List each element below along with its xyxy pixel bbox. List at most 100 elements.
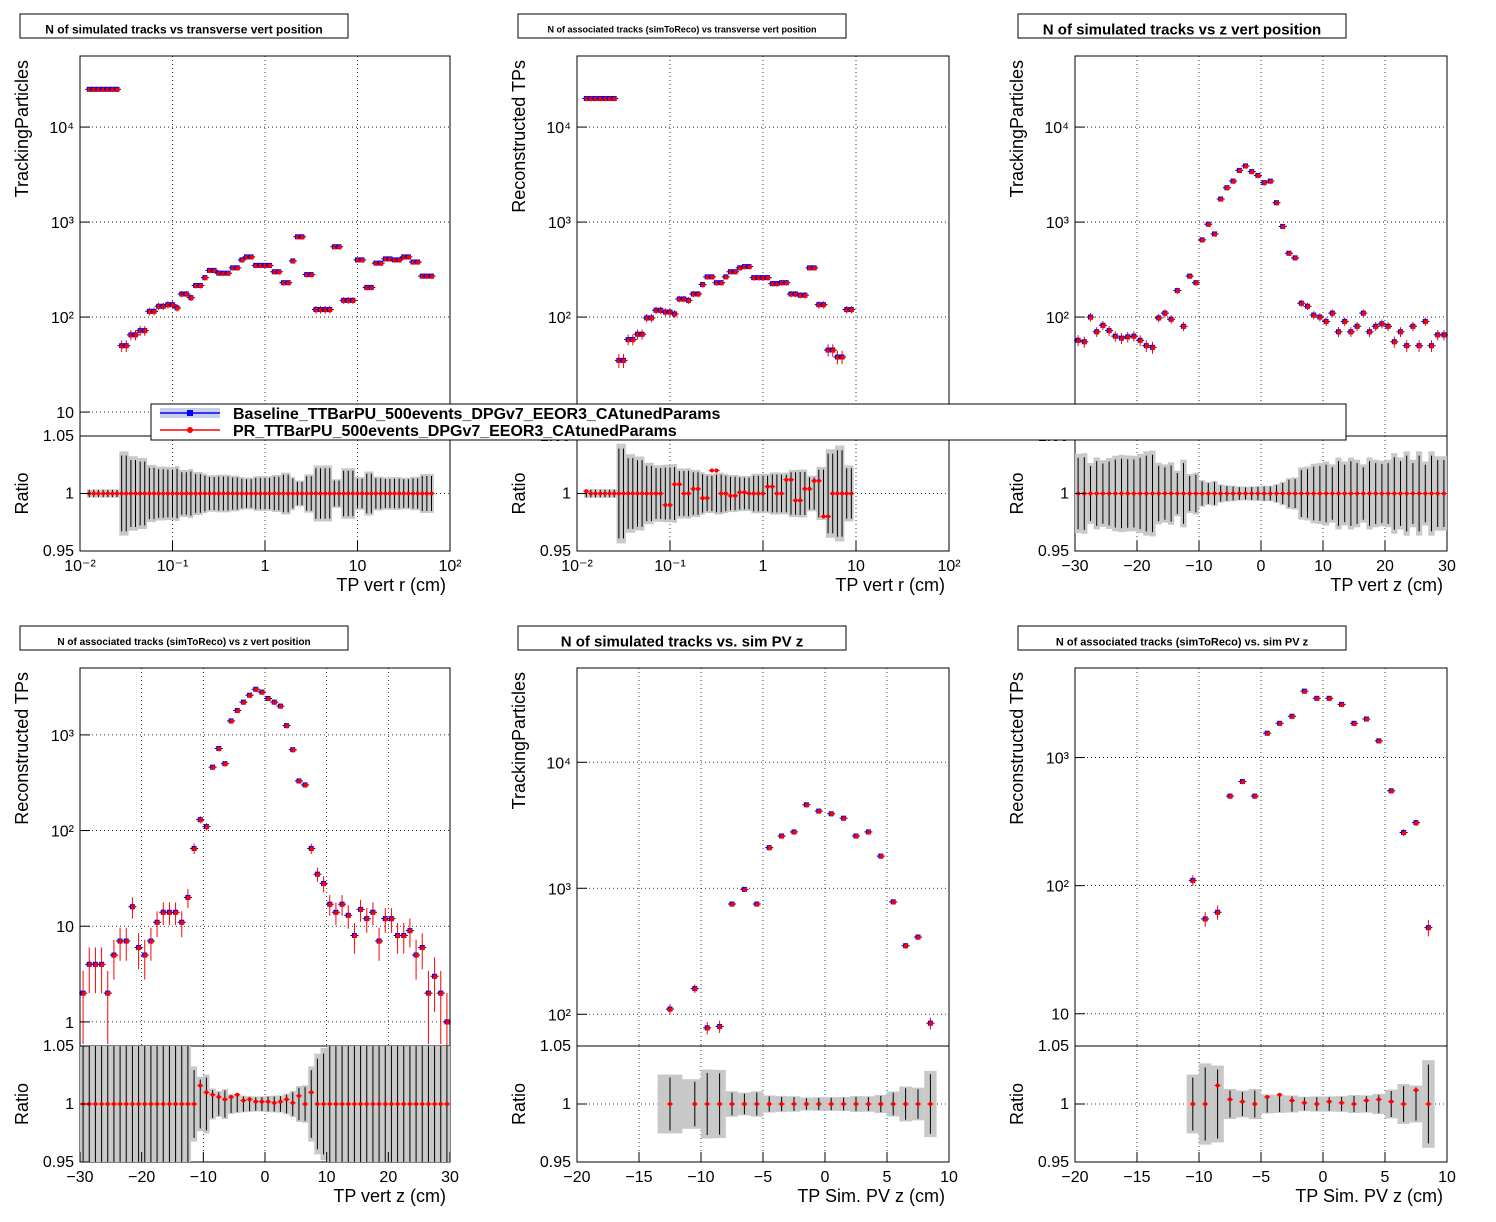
title-box [19, 625, 349, 651]
pr-point [303, 783, 308, 788]
pr-point [1327, 696, 1332, 702]
pr-point [198, 283, 204, 289]
pr-point [155, 920, 160, 926]
ratio-point [429, 491, 434, 496]
ratio-point [829, 1102, 834, 1106]
pr-point [1324, 319, 1329, 325]
x-tick-label: 10⁻¹ [654, 558, 686, 575]
pr-point [295, 234, 301, 240]
y-tick-label: 1 [65, 1015, 74, 1032]
ratio-point [426, 1102, 431, 1106]
y-tick-label: 10 [56, 919, 74, 936]
ratio-point [1175, 491, 1180, 496]
ratio-point [816, 478, 821, 483]
ratio-point [607, 491, 612, 496]
pr-point [841, 816, 847, 821]
pr-point [737, 266, 743, 271]
ratio-point [1249, 491, 1254, 496]
ratio-point [1286, 491, 1291, 496]
pr-point [173, 910, 179, 916]
pr-point [290, 747, 296, 753]
ratio-point [1187, 491, 1192, 496]
x-tick-label: 10 [1314, 558, 1332, 575]
pr-point [106, 87, 111, 93]
pr-point [118, 939, 123, 944]
ratio-point [928, 1102, 933, 1106]
x-tick-label: −5 [1252, 1169, 1270, 1186]
pr-point [87, 87, 93, 93]
pr-point [779, 280, 785, 286]
ratio-point [830, 491, 835, 496]
ratio-point [840, 491, 845, 496]
ratio-point [184, 491, 189, 496]
pr-point [1125, 335, 1131, 340]
pr-point [323, 307, 328, 313]
pr-point [253, 687, 259, 693]
pr-point [723, 275, 729, 280]
pr-point [355, 258, 361, 263]
ratio-point [318, 491, 323, 496]
ratio-point [142, 491, 147, 496]
pr-point [649, 316, 655, 321]
pr-point [229, 719, 234, 724]
ratio-point [235, 491, 240, 496]
ratio-point [593, 491, 598, 496]
pr-point [240, 258, 245, 263]
ratio-point [185, 1102, 190, 1106]
ratio-point [677, 482, 682, 487]
pr-point [184, 292, 190, 297]
pr-point [761, 275, 766, 281]
pr-point [584, 96, 590, 102]
pr-point [710, 275, 715, 280]
ratio-point [193, 491, 198, 496]
pr-point [817, 809, 822, 814]
ratio-point [276, 491, 281, 496]
ratio-point [323, 491, 328, 496]
pr-point [784, 280, 790, 286]
pr-point [99, 962, 105, 968]
pr-point [1423, 319, 1429, 325]
ratio-point [1156, 491, 1161, 496]
ratio-point [903, 1102, 908, 1106]
pr-point [1330, 311, 1336, 316]
pr-point [300, 234, 305, 240]
ratio-point [723, 491, 728, 496]
ratio-point [1224, 491, 1229, 496]
x-tick-label: 0 [261, 1169, 270, 1186]
ratio-point [222, 1097, 227, 1102]
ratio-point [1392, 491, 1397, 496]
x-tick-label: 5 [883, 1169, 892, 1186]
ratio-axis-label: Ratio [12, 1083, 32, 1125]
pr-point [327, 902, 333, 907]
pr-point [166, 302, 171, 308]
x-tick-label: −10 [1185, 558, 1212, 575]
pr-point [411, 260, 416, 265]
ratio-axis-label: Ratio [12, 472, 32, 514]
ratio-point [793, 498, 798, 503]
ratio-point [175, 491, 180, 496]
ratio-point [253, 1099, 258, 1104]
pr-point [156, 304, 162, 310]
ratio-point [826, 514, 831, 519]
pr-point [1414, 820, 1419, 826]
grid-vertical [638, 668, 888, 1162]
x-tick-label: −15 [1123, 1169, 1150, 1186]
x-tick-label: −20 [128, 1169, 155, 1186]
ratio-point [1314, 1102, 1319, 1106]
pr-point [1398, 329, 1404, 335]
chart-title: N of associated tracks (simToReco) vs z … [57, 637, 310, 648]
pr-point [1404, 343, 1410, 349]
grid-vertical [1136, 56, 1386, 551]
ratio-point [1379, 491, 1384, 496]
pr-point [1169, 317, 1174, 322]
ratio-point [296, 1093, 301, 1098]
pr-point [93, 962, 99, 968]
pr-point [742, 264, 748, 270]
ratio-point [849, 491, 854, 496]
x-tick-label: 10 [847, 558, 865, 575]
pr-point [207, 268, 213, 274]
pr-point [598, 96, 604, 102]
ratio-point [1131, 491, 1136, 496]
ratio-point [253, 491, 258, 496]
